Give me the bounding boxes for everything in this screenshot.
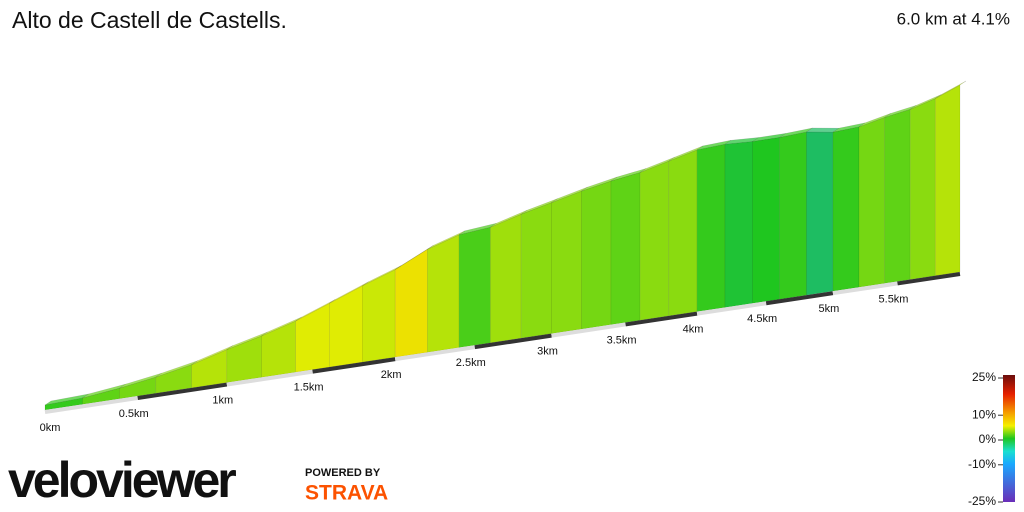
x-tick-label: 1.5km — [294, 382, 324, 394]
profile-segment — [490, 213, 522, 344]
scale-tick-label: 10% — [972, 407, 996, 421]
base-stripe — [832, 281, 898, 296]
strava-logo: STRAVA — [305, 482, 388, 505]
x-tick-label: 4km — [683, 324, 704, 336]
profile-segment — [696, 143, 726, 313]
x-tick-label: 4.5km — [747, 313, 777, 325]
profile-segment — [806, 131, 834, 296]
profile-segment — [427, 234, 460, 353]
profile-top — [935, 80, 967, 99]
scale-tick-label: 0% — [979, 432, 997, 446]
base-stripe — [394, 345, 476, 362]
base-stripe — [765, 291, 834, 306]
scale-tick-label: -25% — [968, 494, 996, 508]
x-tick-label: 2.5km — [456, 357, 486, 369]
profile-segment — [581, 180, 612, 330]
profile: 0km 0.5km 1km 1.5km 2km 2.5km 3km 3.5km 4km 4.5km… — [40, 80, 967, 434]
x-tick-label: 0km — [40, 422, 61, 434]
profile-segment — [639, 160, 670, 321]
x-tick-label: 3.5km — [607, 334, 637, 346]
profile-segment — [909, 98, 936, 280]
base-stripe — [551, 322, 626, 338]
color-scale — [1003, 375, 1015, 502]
base-stripe — [696, 301, 767, 316]
x-tick-label: 1km — [212, 394, 233, 406]
profile-segment — [934, 84, 961, 277]
x-tick-label: 5.5km — [879, 293, 909, 305]
profile-segment — [329, 285, 363, 368]
profile-segment — [884, 108, 911, 284]
profile-segment — [752, 137, 780, 304]
profile-segment — [520, 202, 552, 339]
profile-segment — [724, 141, 753, 308]
chart-subtitle: 6.0 km at 4.1% — [897, 9, 1010, 28]
profile-segment — [858, 116, 886, 288]
profile-segment — [610, 172, 641, 325]
x-tick-label: 3km — [537, 346, 558, 358]
profile-segment — [779, 131, 807, 300]
chart-title: Alto de Castell de Castells. — [12, 7, 287, 33]
x-tick-label: 5km — [819, 303, 840, 315]
profile-segment — [295, 302, 330, 373]
brand-logo: veloviewer — [8, 452, 236, 508]
profile-segment — [261, 320, 297, 378]
base-stripe — [474, 333, 552, 350]
profile-segment — [668, 149, 698, 317]
profile-segment — [551, 190, 582, 334]
base-stripe — [44, 396, 138, 414]
powered-by: POWERED BY — [305, 467, 381, 479]
profile-segment — [394, 248, 428, 358]
x-tick-label: 0.5km — [119, 408, 149, 420]
profile-segment — [191, 349, 228, 389]
base-stripe — [625, 311, 698, 327]
base-stripe — [226, 369, 313, 387]
scale-tick-label: 25% — [972, 370, 996, 384]
base-stripe — [897, 272, 961, 286]
scale-tick-label: -10% — [968, 457, 996, 471]
profile-segment — [458, 226, 491, 348]
base-stripe — [137, 382, 228, 400]
profile-segment — [832, 126, 860, 292]
base-stripe — [312, 357, 396, 374]
x-tick-label: 2km — [381, 369, 402, 381]
